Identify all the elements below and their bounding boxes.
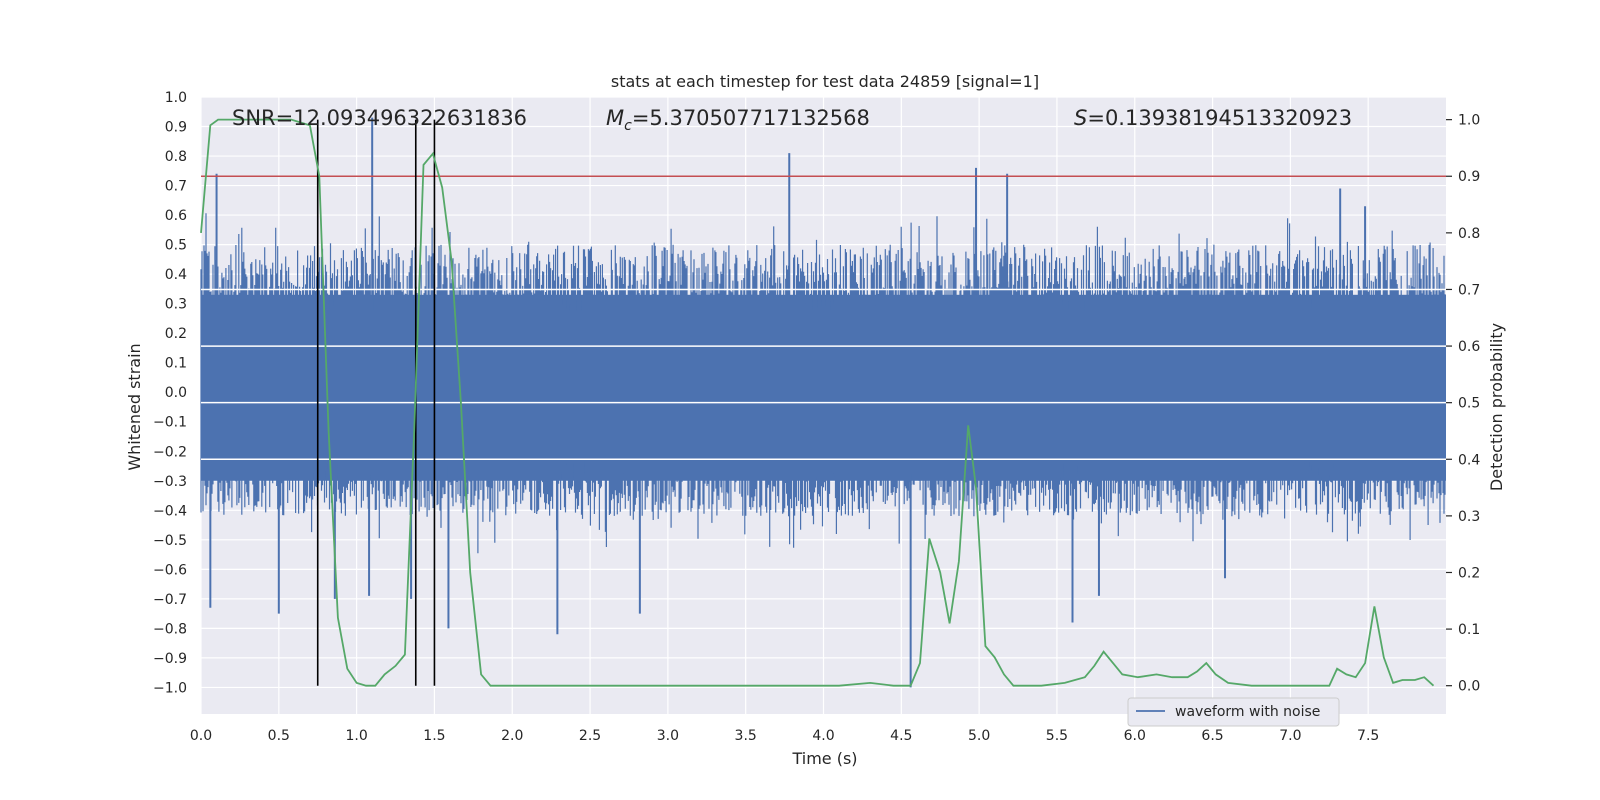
y-tick-label: 1.0 <box>165 90 187 106</box>
x-tick-label: 0.5 <box>268 728 290 744</box>
y2-axis-label: Detection probability <box>1487 323 1506 491</box>
grid-overlay <box>201 288 1446 461</box>
y-tick-label: −0.4 <box>153 503 187 519</box>
y2-tick-label: 1.0 <box>1458 113 1480 129</box>
x-tick-label: 4.0 <box>812 728 834 744</box>
detection-probability-line <box>200 118 1435 687</box>
y2-tick-label: 0.5 <box>1458 396 1480 412</box>
x-tick-label: 3.0 <box>657 728 679 744</box>
y-tick-label: 0.3 <box>165 297 187 313</box>
x-tick-label: 4.5 <box>890 728 912 744</box>
legend-label: waveform with noise <box>1175 704 1320 720</box>
x-tick-label: 1.5 <box>423 728 445 744</box>
snr-annotation: SNR=12.093496322631836 <box>232 106 527 130</box>
s-symbol: S <box>1074 106 1087 130</box>
waveform-series <box>200 117 1446 688</box>
y-tick-label: −0.2 <box>153 444 187 460</box>
x-tick-label: 1.0 <box>345 728 367 744</box>
y-tick-label: −0.8 <box>153 621 187 637</box>
snr-s-annotation: S=0.13938194513320923 <box>1074 106 1352 130</box>
y2-tick-labels: 1.0 0.9 0.8 0.7 0.6 0.5 0.4 0.3 0.2 0.1 0.0 <box>1446 113 1480 695</box>
y-axis-label: Whitened strain <box>125 343 144 470</box>
s-value: =0.13938194513320923 <box>1087 106 1352 130</box>
x-tick-label: 7.0 <box>1279 728 1301 744</box>
y-tick-label: 0.2 <box>165 326 187 342</box>
x-tick-labels: 0.0 0.5 1.0 1.5 2.0 2.5 3.0 3.5 4.0 4.5 5.0 5.5 6.0 6… <box>190 728 1379 744</box>
y-tick-label: −0.5 <box>153 533 187 549</box>
y-tick-label: 0.9 <box>165 120 187 136</box>
y-tick-label: 0.6 <box>165 208 187 224</box>
y-tick-label: 0.8 <box>165 149 187 165</box>
chirp-mass-subscript: c <box>624 118 632 134</box>
x-tick-label: 2.0 <box>501 728 523 744</box>
y-tick-label: −0.6 <box>153 562 187 578</box>
y-tick-labels: 1.0 0.9 0.8 0.7 0.6 0.5 0.4 0.3 0.2 0.1 0.0 −0.1 −0.… <box>153 90 187 696</box>
y-tick-label: −1.0 <box>153 680 187 696</box>
chirp-mass-annotation: Mc=5.370507717132568 <box>606 106 870 134</box>
y2-tick-label: 0.4 <box>1458 452 1480 468</box>
x-tick-label: 6.5 <box>1201 728 1223 744</box>
chirp-mass-value: =5.370507717132568 <box>632 106 870 130</box>
y2-tick-label: 0.3 <box>1458 509 1480 525</box>
y2-tick-label: 0.7 <box>1458 282 1480 298</box>
y2-tick-label: 0.9 <box>1458 169 1480 185</box>
waveform-noise <box>200 213 1446 554</box>
y-tick-label: −0.3 <box>153 474 187 490</box>
y-tick-label: −0.7 <box>153 592 187 608</box>
chirp-mass-symbol: M <box>606 106 624 130</box>
y2-tick-label: 0.6 <box>1458 339 1480 355</box>
x-tick-label: 7.5 <box>1357 728 1379 744</box>
y-tick-label: −0.9 <box>153 651 187 667</box>
x-tick-label: 0.0 <box>190 728 212 744</box>
y-tick-label: 0.4 <box>165 267 187 283</box>
y-tick-label: 0.7 <box>165 179 187 195</box>
x-tick-label: 5.0 <box>968 728 990 744</box>
y-tick-label: 0.1 <box>165 356 187 372</box>
y2-tick-label: 0.0 <box>1458 679 1480 695</box>
y2-tick-label: 0.1 <box>1458 622 1480 638</box>
y2-tick-label: 0.2 <box>1458 565 1480 581</box>
x-tick-label: 5.5 <box>1046 728 1068 744</box>
x-tick-label: 3.5 <box>735 728 757 744</box>
legend: waveform with noise <box>1127 697 1340 727</box>
x-tick-label: 2.5 <box>579 728 601 744</box>
y-tick-label: 0.0 <box>165 385 187 401</box>
y-tick-label: −0.1 <box>153 415 187 431</box>
x-axis-label: Time (s) <box>791 749 857 768</box>
x-tick-label: 6.0 <box>1124 728 1146 744</box>
y2-tick-label: 0.8 <box>1458 226 1480 242</box>
chart-title: stats at each timestep for test data 248… <box>611 72 1039 91</box>
legend-box <box>1127 697 1340 727</box>
y-tick-label: 0.5 <box>165 238 187 254</box>
